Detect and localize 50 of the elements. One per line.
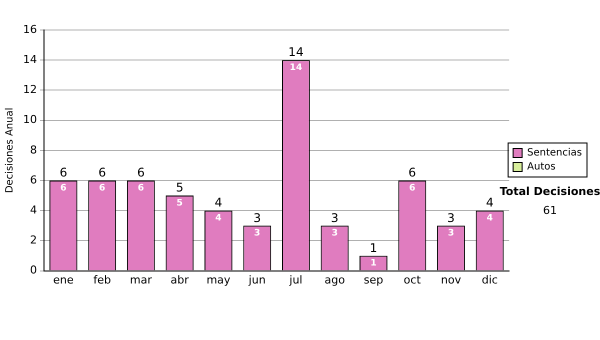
annotation: Total Decisiones [500, 184, 600, 198]
total-label: 4 [486, 196, 494, 210]
data-label: 1 [370, 258, 377, 269]
x-tick-label: oct [404, 273, 422, 286]
total-label: 6 [60, 166, 68, 180]
data-label: 6 [138, 183, 144, 194]
y-tick-label: 14 [22, 52, 37, 66]
text: 61 [543, 204, 557, 217]
x-tick-label: feb [93, 273, 111, 286]
y-tick-label: 0 [30, 264, 37, 277]
data-label: 6 [409, 183, 416, 194]
data-label: 14 [290, 62, 302, 73]
y-tick-label: 6 [30, 173, 37, 186]
total-label: 3 [330, 210, 339, 225]
total-label: 6 [98, 166, 106, 180]
data-label: 4 [486, 213, 493, 224]
legend-label: Autos [527, 162, 556, 173]
x-tick-label: jun [248, 273, 266, 286]
x-tick-label: abr [170, 273, 190, 286]
x-tick-label: mar [130, 273, 152, 286]
y-tick-label: 10 [22, 113, 37, 126]
y-tick-label: 16 [22, 22, 37, 36]
total-label: 5 [176, 180, 184, 195]
x-tick-label: dic [482, 273, 498, 286]
x-tick-label: jul [288, 273, 302, 286]
x-tick-label: ene [53, 273, 74, 286]
data-label: 6 [99, 183, 106, 194]
data-label: 3 [332, 228, 338, 238]
data-label: 3 [448, 228, 454, 238]
y-tick-label: 2 [30, 234, 37, 247]
total-label: 14 [288, 45, 304, 60]
data-label: 4 [215, 213, 222, 224]
legend-label: Sentencias [527, 148, 582, 159]
y-tick-label: 12 [22, 83, 37, 96]
y-tick-label: 4 [30, 203, 37, 216]
total-label: 6 [137, 166, 145, 180]
data-label: 5 [176, 198, 183, 208]
data-label: 6 [60, 183, 67, 194]
total-label: 1 [370, 240, 378, 255]
x-tick-label: nov [440, 273, 462, 286]
total-label: 6 [408, 166, 416, 180]
y-tick-label: 8 [30, 143, 37, 156]
total-label: 3 [253, 210, 262, 225]
total-label: 4 [214, 196, 222, 210]
x-tick-label: sep [364, 273, 384, 286]
data-label: 3 [254, 228, 260, 238]
y-axis-title: Decisiones Anual [4, 108, 16, 194]
x-tick-label: ago [324, 273, 346, 286]
total-label: 3 [447, 210, 455, 225]
x-tick-label: may [206, 273, 231, 286]
